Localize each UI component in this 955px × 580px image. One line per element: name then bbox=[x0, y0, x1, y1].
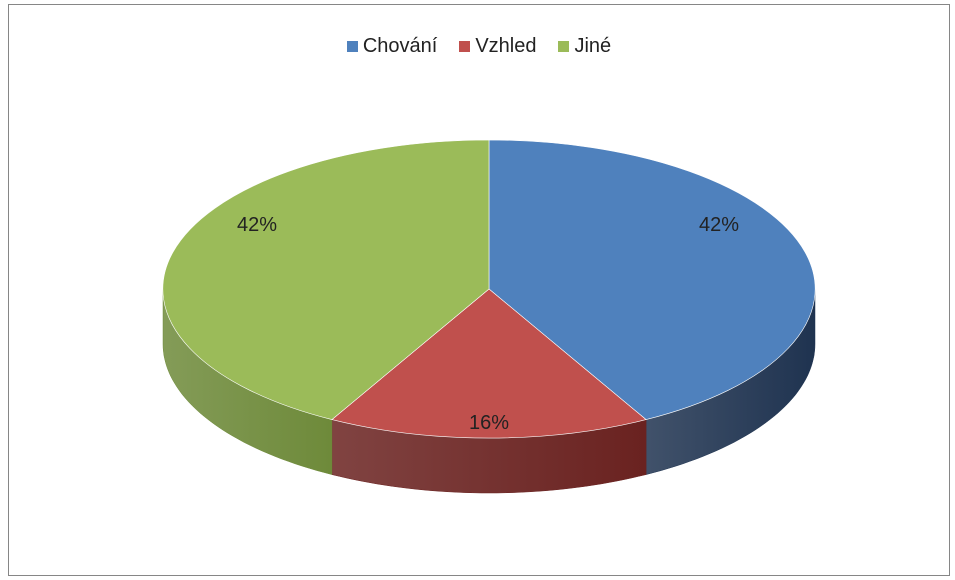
pie-chart: 42% 16% 42% bbox=[162, 139, 816, 494]
pie-slice-2 bbox=[162, 139, 490, 420]
legend-label-chovani: Chování bbox=[362, 35, 438, 57]
legend-item-chovani: Chování bbox=[346, 35, 438, 58]
data-label-0: 42% bbox=[699, 214, 739, 236]
chart-area: Chování Vzhled Jiné 42% 16% 42% bbox=[8, 4, 950, 576]
data-label-2: 42% bbox=[237, 214, 277, 236]
legend-swatch-jine bbox=[558, 41, 570, 52]
pie-slice-1 bbox=[331, 288, 647, 439]
legend: Chování Vzhled Jiné bbox=[9, 35, 949, 58]
data-label-1: 16% bbox=[469, 412, 509, 434]
pie-slice-0 bbox=[488, 139, 816, 420]
legend-item-vzhled: Vzhled bbox=[459, 35, 536, 58]
legend-item-jine: Jiné bbox=[558, 35, 611, 58]
legend-swatch-chovani bbox=[346, 41, 358, 52]
legend-label-vzhled: Vzhled bbox=[475, 35, 537, 57]
legend-swatch-vzhled bbox=[459, 41, 471, 52]
legend-label-jine: Jiné bbox=[574, 35, 612, 57]
